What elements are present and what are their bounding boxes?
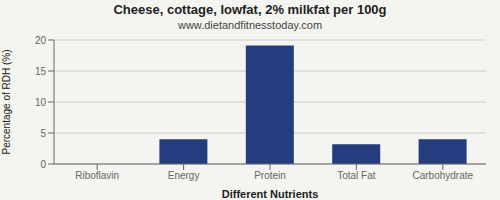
svg-text:5: 5 (40, 128, 46, 139)
svg-text:Protein: Protein (254, 170, 286, 181)
svg-text:15: 15 (35, 66, 47, 77)
html-text:www.dietandfitnesstoday.com: www.dietandfitnesstoday.com (178, 19, 322, 31)
svg-text:20: 20 (35, 35, 47, 46)
svg-text:Percentage of RDH (%): Percentage of RDH (%) (8, 49, 12, 154)
svg-text:0: 0 (40, 159, 46, 170)
svg-text:Energy: Energy (168, 170, 200, 181)
svg-text:Total Fat: Total Fat (337, 170, 376, 181)
html-text:Cheese, cottage, lowfat, 2% mi: Cheese, cottage, lowfat, 2% milkfat per … (113, 2, 387, 17)
svg-text:Carbohydrate: Carbohydrate (413, 170, 474, 181)
svg-text:10: 10 (35, 97, 47, 108)
svg-text:Different Nutrients: Different Nutrients (222, 188, 319, 200)
svg-text:Riboflavin: Riboflavin (75, 170, 119, 181)
